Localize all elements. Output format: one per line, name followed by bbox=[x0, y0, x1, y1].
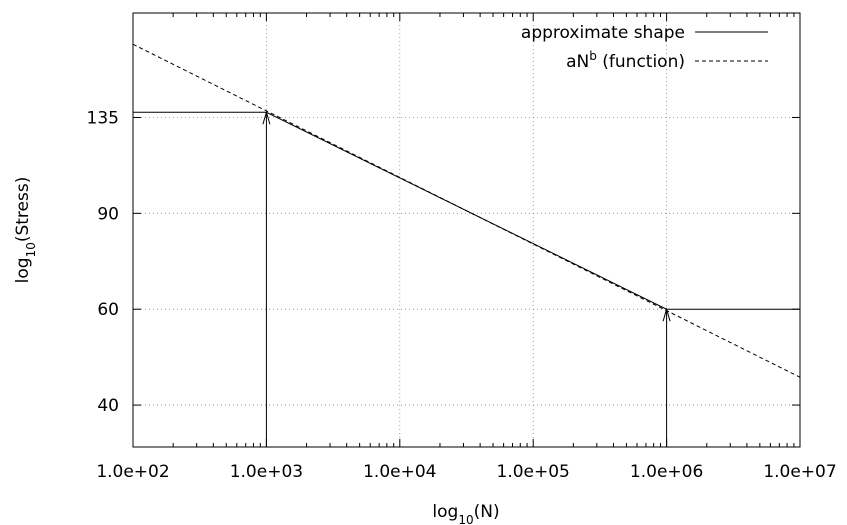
arrows bbox=[262, 110, 671, 447]
legend: approximate shape aNb (function) bbox=[521, 23, 768, 72]
ticks: 1.0e+02 1.0e+03 1.0e+04 1.0e+05 1.0e+06 1.0e+… bbox=[87, 13, 837, 482]
plot-frame bbox=[132, 12, 801, 448]
y-tick-label: 60 bbox=[97, 300, 119, 320]
legend-label-function: aNb (function) bbox=[566, 49, 685, 72]
y-tick-label: 135 bbox=[87, 108, 119, 128]
x-tick-label: 1.0e+06 bbox=[630, 462, 703, 482]
arrow-head bbox=[662, 307, 671, 322]
y-tick-label: 90 bbox=[97, 204, 119, 224]
legend-label-approximate-shape: approximate shape bbox=[521, 23, 685, 43]
x-tick-label: 1.0e+07 bbox=[763, 462, 836, 482]
x-tick-label: 1.0e+05 bbox=[497, 462, 570, 482]
grid bbox=[133, 13, 800, 447]
y-tick-label: 40 bbox=[97, 396, 119, 416]
arrow-head bbox=[262, 110, 271, 125]
x-tick-label: 1.0e+03 bbox=[230, 462, 303, 482]
data-series bbox=[133, 43, 800, 378]
x-tick-label: 1.0e+04 bbox=[363, 462, 436, 482]
x-tick-label: 1.0e+02 bbox=[96, 462, 169, 482]
y-axis-label: log10(Stress) bbox=[13, 177, 38, 284]
x-axis-label: log10(N) bbox=[432, 502, 499, 525]
series-function bbox=[133, 43, 800, 378]
